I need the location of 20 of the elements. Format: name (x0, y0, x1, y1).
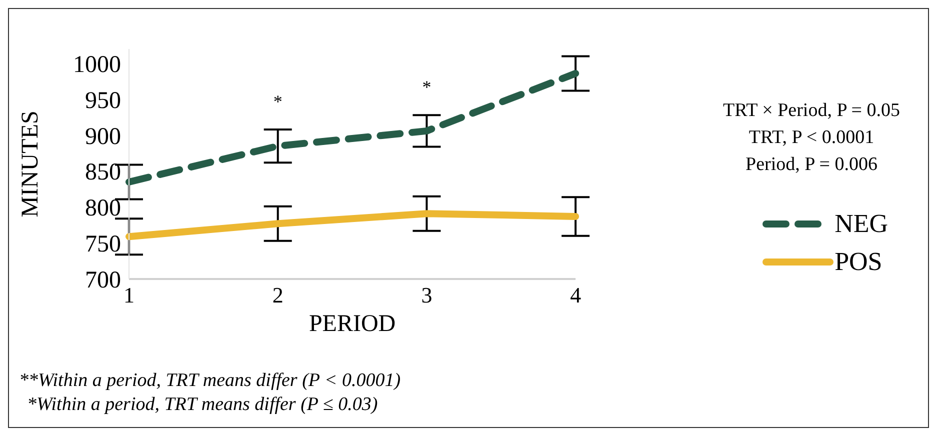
y-tick-label: 750 (85, 232, 121, 258)
x-tick-label: 1 (124, 282, 134, 308)
y-tick-label: 700 (85, 268, 121, 294)
annotation: * (273, 92, 282, 112)
y-tick-label: 1000 (73, 52, 121, 78)
x-tick-label: 2 (272, 282, 284, 308)
y-tick-label: 950 (85, 88, 121, 114)
y-tick-label: 800 (85, 196, 121, 222)
y-tick-label: 850 (85, 160, 121, 186)
text: **Within a period, TRT means differ (P < 0.0001) (19, 369, 402, 393)
annotation: * (422, 77, 432, 98)
x-tick-label: 4 (570, 282, 582, 308)
x-tick-label: 3 (421, 282, 432, 308)
x-axis-title: PERIOD (308, 311, 396, 337)
legend-label: POS (834, 247, 882, 277)
legend-label: NEG (834, 209, 888, 239)
text: *Within a period, TRT means differ (P ≤ 0.03) (26, 393, 379, 417)
text: TRT × Period, P = 0.05 TRT, P < 0.0001 Period, P = 0.006 (722, 99, 902, 177)
y-axis-title: MINUTES (18, 110, 44, 218)
y-tick-label: 900 (85, 124, 121, 150)
